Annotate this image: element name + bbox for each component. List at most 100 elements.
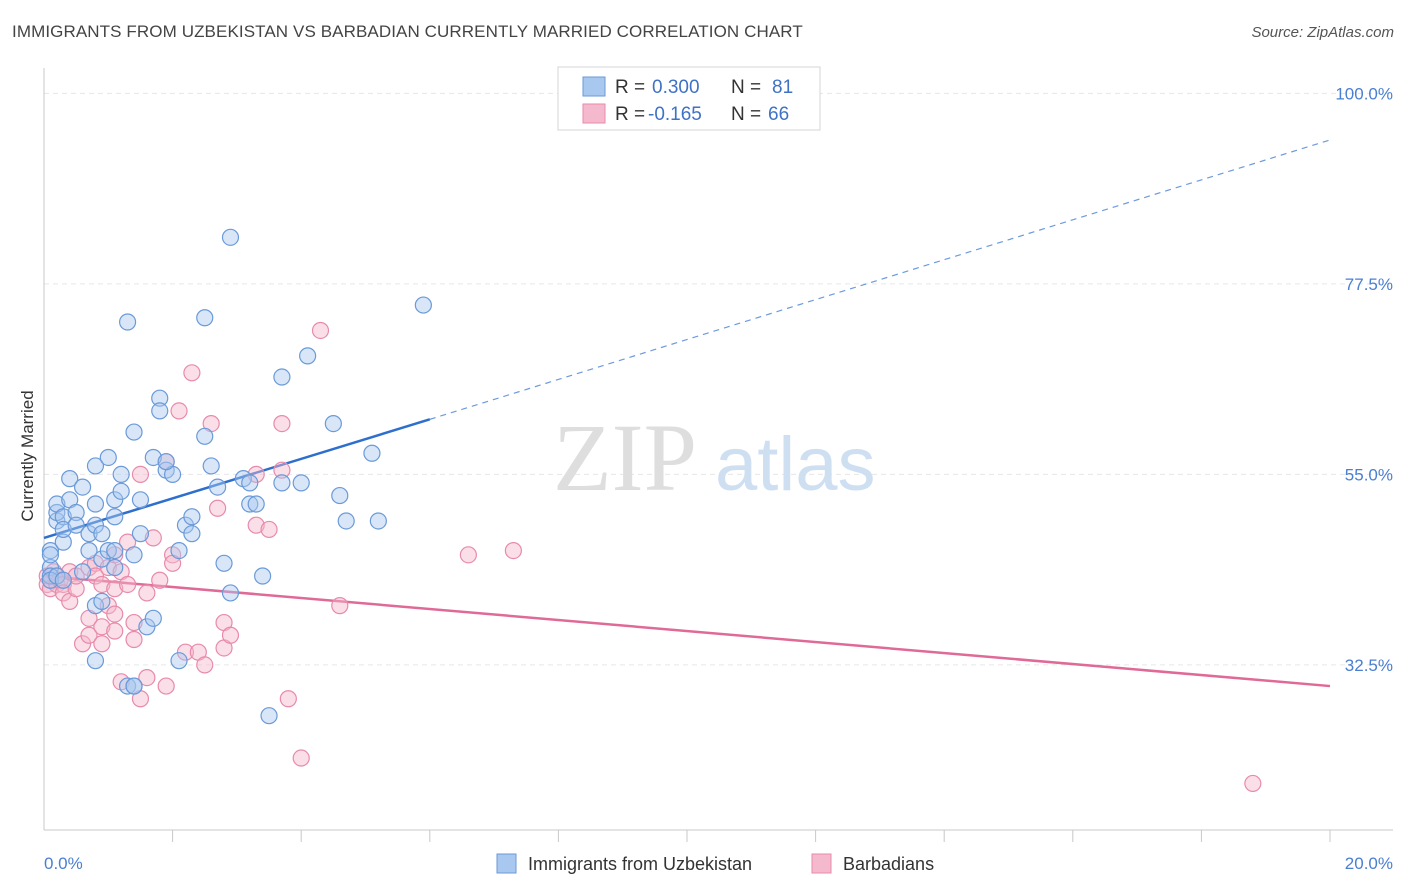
point-barbadian [151,571,169,589]
point-uzbekistan [157,453,175,471]
point-uzbekistan [54,520,72,539]
point-uzbekistan [61,470,79,488]
point-barbadian [131,465,150,483]
point-uzbekistan [331,486,349,505]
point-uzbekistan [324,415,342,433]
point-barbadian [273,461,291,479]
point-barbadian [73,635,92,653]
point-uzbekistan [369,512,387,530]
legend-swatch-pink [582,103,606,124]
point-uzbekistan [215,554,233,572]
chart-title: IMMIGRANTS FROM UZBEKISTAN VS BARBADIAN … [12,22,803,41]
point-barbadian [260,520,278,539]
point-uzbekistan [86,457,105,475]
point-barbadian [93,635,111,653]
x-tick-label: 0.0% [44,854,83,873]
y-axis-label: Currently Married [18,390,37,521]
point-uzbekistan [118,677,137,695]
point-uzbekistan [93,550,111,568]
point-uzbekistan [221,228,240,246]
point-barbadian [67,580,85,598]
point-uzbekistan [41,541,60,560]
y-tick-labels: 100.0% 77.5% 55.0% 32.5% [1335,84,1393,675]
legend-r-value-1: 0.300 [652,77,700,98]
legend-r-value-2: -0.165 [648,104,702,125]
trend-line-uzbekistan [43,418,431,540]
gridlines [44,92,1393,666]
point-barbadian [176,643,195,661]
point-uzbekistan [41,546,60,564]
point-uzbekistan [151,389,169,407]
point-barbadian [106,605,124,623]
point-barbadian [106,580,124,598]
point-uzbekistan [112,465,130,483]
point-uzbekistan [106,558,124,577]
point-barbadian [118,575,137,594]
point-uzbekistan [292,474,310,492]
point-uzbekistan [221,584,240,602]
point-uzbekistan [125,423,143,441]
point-barbadian [196,656,214,674]
point-barbadian [209,499,227,517]
legend-bottom-label-blue: Immigrants from Uzbekistan [528,854,752,874]
point-uzbekistan [151,402,169,420]
point-barbadian [138,584,156,602]
point-uzbekistan [99,541,117,560]
point-barbadian [247,516,265,534]
point-barbadian [292,749,310,767]
point-uzbekistan [54,533,72,551]
point-barbadian [144,529,162,547]
point-uzbekistan [131,491,150,509]
point-uzbekistan [125,546,143,564]
point-barbadian [331,597,349,615]
legend-n-label-2: N = [731,104,761,125]
point-uzbekistan [176,516,195,534]
point-uzbekistan [93,592,111,611]
point-barbadian [459,546,477,564]
point-barbadian [504,541,522,560]
legend-n-value-2: 66 [768,104,789,125]
point-uzbekistan [363,444,381,462]
point-barbadian [1244,774,1262,793]
point-uzbekistan [54,571,72,589]
point-uzbekistan [80,541,98,560]
point-uzbekistan [118,313,137,331]
point-barbadian [54,584,72,602]
point-uzbekistan [209,478,227,496]
point-uzbekistan [67,503,85,522]
legend-bottom-label-pink: Barbadians [843,854,934,874]
watermark-atlas: atlas [715,422,876,507]
x-tick-label: 20.0% [1345,854,1393,873]
point-uzbekistan [144,448,162,467]
axes [43,68,1393,831]
point-uzbekistan [106,508,124,526]
y-tick-label: 100.0% [1335,84,1393,103]
point-barbadian [86,567,105,585]
point-uzbekistan [99,448,117,467]
point-barbadian [279,690,297,708]
point-uzbekistan [86,495,105,513]
point-barbadian [311,321,330,340]
point-uzbekistan [80,525,98,543]
legend-bottom-swatch-pink [811,853,832,874]
point-uzbekistan [183,508,201,526]
point-uzbekistan [106,541,124,560]
point-uzbekistan [247,495,265,513]
point-uzbekistan [273,368,291,386]
point-uzbekistan [106,491,124,509]
point-barbadian [80,626,98,644]
legend-top: R = 0.300 N = 81 R = -0.165 N = 66 [557,66,821,131]
point-uzbekistan [254,567,272,585]
legend-bottom: Immigrants from Uzbekistan Barbadians [496,853,934,874]
point-uzbekistan [86,652,105,670]
point-uzbekistan [144,609,162,627]
point-uzbekistan [183,525,201,543]
point-barbadian [183,364,201,382]
point-uzbekistan [196,427,214,445]
point-barbadian [106,622,124,640]
y-tick-label: 77.5% [1345,275,1393,294]
trend-line-barbadian [43,574,1331,688]
legend-n-value-1: 81 [772,77,793,98]
legend-r-label-1: R = [615,77,645,98]
